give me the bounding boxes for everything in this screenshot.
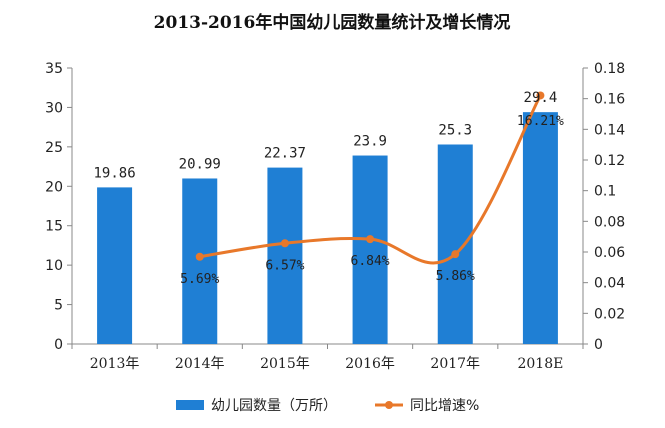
x-tick-label: 2017年 xyxy=(430,356,480,372)
y-right-tick-label: 0.06 xyxy=(594,245,625,261)
data-labels: 19.86 20.99 22.37 23.9 25.3 29.4 5.69% 6.57% 6.8… xyxy=(94,90,565,287)
y-right-tick-label: 0.02 xyxy=(594,306,625,322)
line-point xyxy=(366,235,375,244)
y-left-tick-label: 0 xyxy=(54,337,63,353)
growth-value-label: 6.57% xyxy=(265,258,304,273)
x-tick-label: 2016年 xyxy=(345,356,395,372)
bar xyxy=(352,155,388,344)
y-left-tick-label: 25 xyxy=(45,140,63,156)
line-point xyxy=(451,250,460,259)
bar xyxy=(97,187,133,344)
bar-value-label: 22.37 xyxy=(264,146,306,162)
growth-value-label: 5.69% xyxy=(180,272,219,287)
x-tick-label: 2014年 xyxy=(175,356,225,372)
y-left-tick-label: 10 xyxy=(45,258,63,274)
bar xyxy=(182,178,218,344)
legend: 幼儿园数量（万所） 同比增速% xyxy=(176,398,479,414)
y-left-tick-label: 15 xyxy=(45,219,63,235)
growth-value-label: 16.21% xyxy=(517,114,564,129)
y-right-tick-label: 0.14 xyxy=(594,122,625,138)
legend-line-label: 同比增速% xyxy=(410,398,479,414)
bar-value-label: 23.9 xyxy=(353,134,387,150)
y-right-tick-label: 0.16 xyxy=(594,92,625,108)
line-point xyxy=(536,91,545,100)
legend-bar-label: 幼儿园数量（万所） xyxy=(211,398,337,414)
bar-value-label: 29.4 xyxy=(524,90,558,106)
x-tick-label: 2015年 xyxy=(260,356,310,372)
axes: 0 5 10 15 20 25 30 35 0 0.02 0.04 0.06 0.08 0.1 0.12 0.… xyxy=(45,61,625,372)
chart-title: 2013-2016年中国幼儿园数量统计及增长情况 xyxy=(154,12,511,33)
bar-value-label: 20.99 xyxy=(179,156,221,172)
bar-value-label: 19.86 xyxy=(94,165,136,181)
y-right-tick-label: 0.18 xyxy=(594,61,625,77)
y-left-tick-label: 5 xyxy=(54,298,63,314)
y-left-tick-label: 30 xyxy=(45,100,63,116)
y-right-tick-label: 0.1 xyxy=(594,184,616,200)
legend-bar-swatch xyxy=(176,400,204,410)
bar xyxy=(522,112,558,344)
line-point xyxy=(280,239,289,248)
bar-value-label: 25.3 xyxy=(438,122,472,138)
y-right-tick-label: 0 xyxy=(594,337,603,353)
x-tick-label: 2018E xyxy=(517,356,563,372)
y-left-tick-label: 20 xyxy=(45,179,63,195)
bar-series xyxy=(97,112,558,344)
bar xyxy=(437,144,473,344)
line-point xyxy=(195,252,204,261)
growth-value-label: 6.84% xyxy=(351,254,390,269)
growth-line xyxy=(199,94,542,265)
line-series xyxy=(195,91,545,265)
x-tick-label: 2013年 xyxy=(90,356,140,372)
growth-value-label: 5.86% xyxy=(436,269,475,284)
bar xyxy=(267,167,303,344)
y-left-tick-label: 35 xyxy=(45,61,63,77)
legend-line-marker xyxy=(385,401,393,409)
y-right-tick-label: 0.08 xyxy=(594,214,625,230)
y-right-tick-label: 0.04 xyxy=(594,276,625,292)
y-right-tick-label: 0.12 xyxy=(594,153,625,169)
